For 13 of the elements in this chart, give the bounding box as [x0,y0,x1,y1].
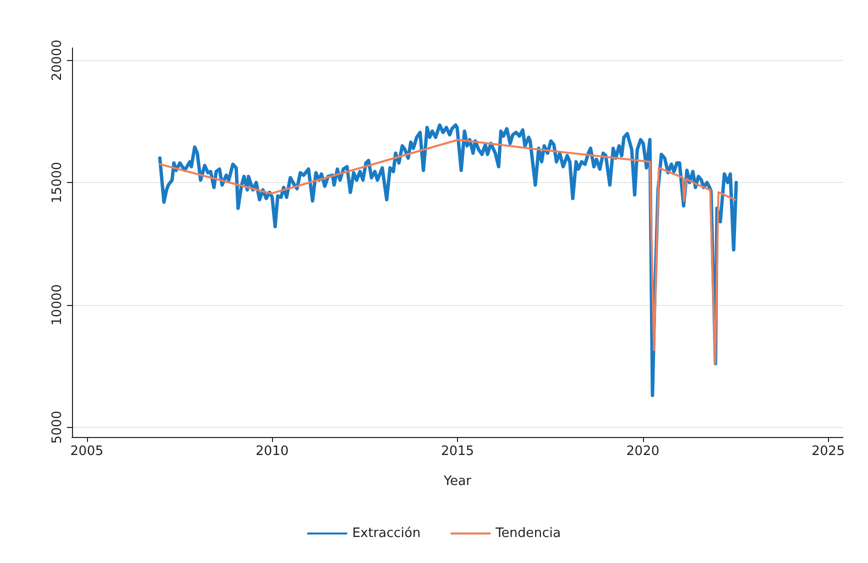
y-tick-label: 5000 [50,410,65,444]
y-tick-label: 10000 [50,284,65,326]
x-tick-label: 2015 [440,444,474,459]
x-axis-title: Year [442,474,472,489]
x-tick-label: 2010 [256,444,289,459]
legend-label: Extracción [352,526,421,541]
x-tick-label: 2005 [70,444,104,459]
y-tick-label: 20000 [50,40,65,81]
line-series [158,138,736,365]
y-tick-label: 15000 [50,162,65,204]
legend-label: Tendencia [494,526,561,541]
x-tick-label: 2025 [812,444,845,459]
x-tick-label: 2020 [626,444,660,459]
